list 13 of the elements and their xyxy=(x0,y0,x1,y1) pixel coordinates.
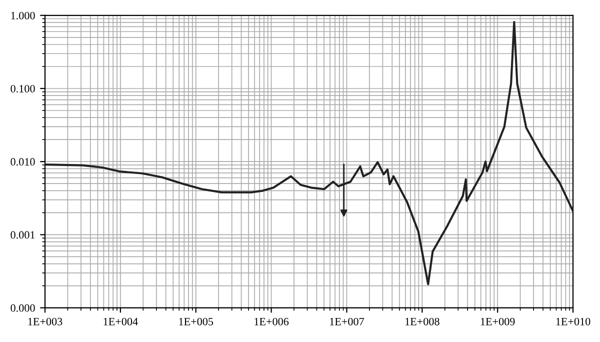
y-tick-label: 0.000 xyxy=(10,304,35,312)
y-tick-label: 0.010 xyxy=(10,158,35,166)
x-tick-label: 1E+003 xyxy=(28,318,62,326)
x-tick-label: 1E+005 xyxy=(179,318,214,326)
x-tick-label: 1E+008 xyxy=(405,318,440,326)
x-tick-label: 1E+010 xyxy=(556,318,590,326)
x-tick-label: 1E+007 xyxy=(330,318,364,326)
x-tick-label: 1E+009 xyxy=(480,318,515,326)
y-tick-label: 1.000 xyxy=(11,12,35,20)
x-tick-label: 1E+006 xyxy=(254,318,289,326)
x-tick-label: 1E+004 xyxy=(104,318,138,326)
y-tick-label: 0.001 xyxy=(10,231,35,239)
y-tick-label: 0.100 xyxy=(10,84,35,93)
